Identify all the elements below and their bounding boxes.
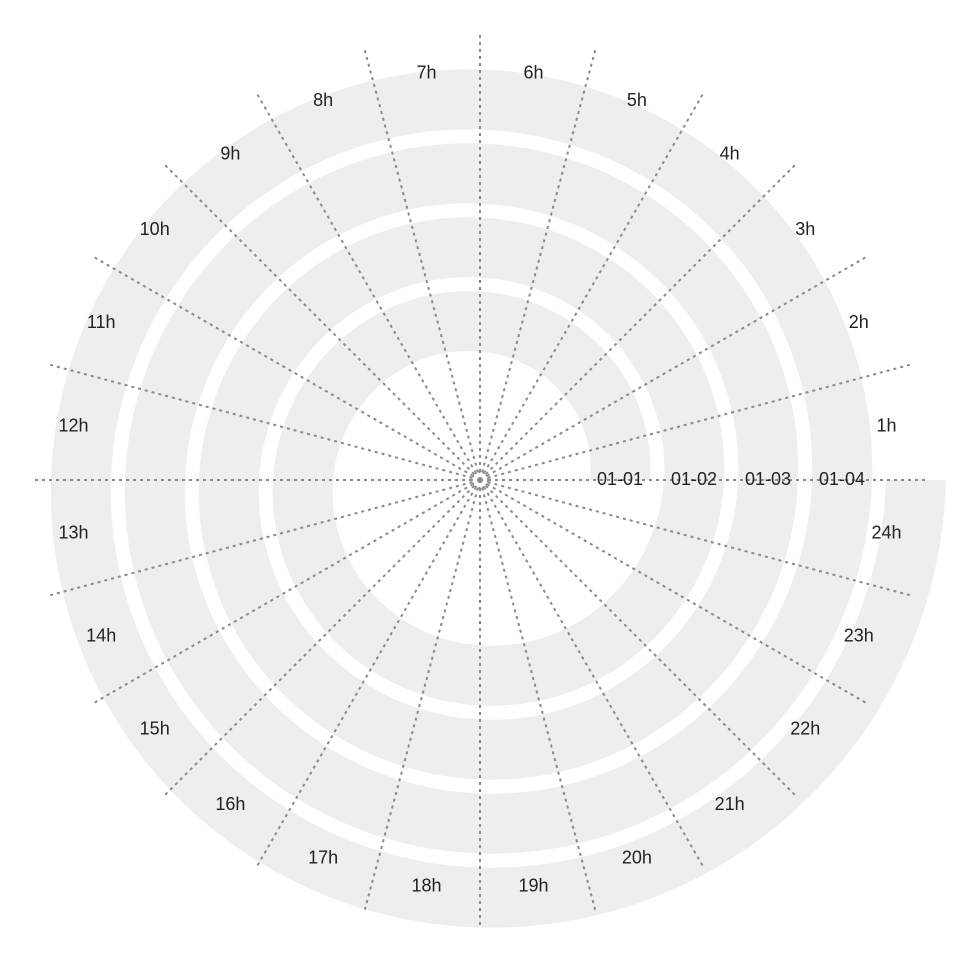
hour-label: 14h [86,626,116,646]
hour-spoke [94,483,474,704]
hour-spoke [94,256,474,477]
hour-spoke [256,486,477,866]
date-label: 01-01 [597,469,643,489]
hour-label: 23h [844,626,874,646]
hour-label: 12h [58,415,88,435]
hour-label: 16h [215,794,245,814]
hour-label: 8h [313,90,333,110]
hour-label: 6h [523,62,543,82]
hour-spoke [164,484,476,796]
hour-label: 17h [308,848,338,868]
hour-spoke [49,481,473,597]
hour-label: 7h [416,62,436,82]
hour-spoke [481,49,597,473]
hour-label: 13h [58,522,88,542]
hour-spoke [363,487,479,911]
hour-spoke [483,94,704,474]
date-label-layer: 01-01 01-02 01-03 01-04 [597,469,865,489]
hour-label: 20h [622,848,652,868]
hour-label: 1h [876,415,896,435]
hour-spoke [487,481,911,597]
hour-label: 21h [715,794,745,814]
spiral-band-layer [50,69,946,928]
hour-spoke [256,94,477,474]
hour-spoke [483,486,704,866]
date-label: 01-04 [819,469,865,489]
hour-label: 9h [220,143,240,163]
hour-label: 18h [411,875,441,895]
hour-label: 2h [849,312,869,332]
hour-spoke [481,487,597,911]
hour-label: 19h [518,875,548,895]
hour-label: 15h [140,718,170,738]
center-dot [477,477,483,483]
hour-label: 22h [790,718,820,738]
hour-spoke [49,363,473,479]
hour-spoke [363,49,479,473]
hour-spoke [487,363,911,479]
hour-spoke [164,164,476,476]
date-label: 01-03 [745,469,791,489]
hour-spoke [486,483,866,704]
hour-label: 11h [87,312,116,332]
hour-label: 4h [720,143,740,163]
date-label: 01-02 [671,469,717,489]
hour-label-layer: 1h 2h 3h 4h 5h 6h 7h 8h 9h 10h 11h 12h 13h 14h 15h 16h 1… [58,62,901,895]
center-marker [471,471,489,489]
hour-spoke [484,164,796,476]
hour-spoke [486,256,866,477]
hour-spoke [484,484,796,796]
hour-label: 10h [140,219,170,239]
hour-label: 5h [627,90,647,110]
center-ring [471,471,489,489]
hour-spoke-layer [35,35,925,925]
hour-label: 24h [871,522,901,542]
hour-label: 3h [795,219,815,239]
spiral-band [50,69,946,928]
